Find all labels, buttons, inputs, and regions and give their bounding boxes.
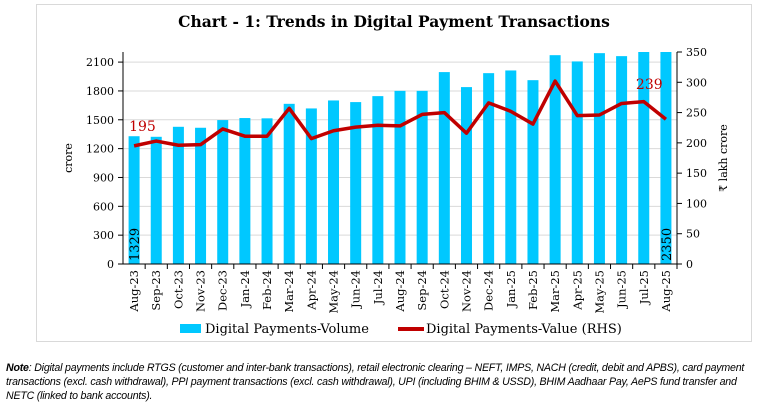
legend-label-value: Digital Payments-Value (RHS) [426,322,622,337]
x-tick-label: Feb-25 [526,270,540,310]
volume-bar [593,53,605,264]
y-tick-label: 1500 [86,114,114,127]
y-tick-label: 1200 [86,143,114,156]
x-tick-label: May-24 [327,270,341,314]
y2-tick-label: 100 [686,197,707,210]
volume-bar [571,61,583,264]
volume-bar [416,90,428,265]
y2-tick-label: 250 [686,107,707,120]
x-tick-label: Aug-25 [659,270,673,313]
x-tick-label: Mar-24 [282,270,296,313]
volume-bar [394,90,406,265]
chart-note: Note: Digital payments include RTGS (cus… [6,361,751,403]
x-tick-label: Jul-24 [371,270,385,305]
volume-bar [460,87,472,264]
y2-tick-label: 350 [686,46,707,59]
volume-bar [283,103,295,264]
x-tick-label: Jun-25 [615,270,629,309]
last-value-label: 239 [636,77,663,93]
y-tick-label: 0 [107,258,114,271]
note-label: Note [6,362,29,374]
x-tick-label: Jun-24 [349,270,363,309]
y-tick-label: 900 [93,171,114,184]
y-tick-label: 1800 [86,85,114,98]
x-tick-label: Apr-25 [570,270,584,311]
volume-bar [438,72,450,264]
note-text: : Digital payments include RTGS (custome… [6,362,745,402]
x-tick-label: May-25 [592,270,606,314]
volume-bar [372,96,384,264]
x-tick-label: Nov-24 [459,270,473,312]
volume-bar [261,118,273,264]
y2-tick-label: 150 [686,167,707,180]
volume-bar [239,118,251,265]
volume-bar [217,120,229,265]
volume-bar [527,80,539,264]
volume-bar [616,56,628,264]
x-tick-label: Jan-24 [238,270,252,308]
x-tick-label: Feb-24 [260,270,274,310]
x-tick-label: Dec-24 [482,270,496,311]
y2-tick-label: 200 [686,137,707,150]
y-tick-label: 300 [93,229,114,242]
first-volume-label: 1329 [128,228,143,261]
last-volume-label: 2350 [660,228,675,261]
legend-swatch-volume [180,324,201,333]
volume-bar [638,52,650,264]
y2-tick-label: 0 [686,258,693,271]
x-tick-label: Jan-25 [504,270,518,308]
volume-bar [150,136,162,264]
x-tick-label: Oct-24 [437,270,451,309]
x-tick-label: Sep-23 [149,270,163,311]
volume-bar [350,102,362,264]
volume-bar [505,70,517,264]
x-tick-label: Apr-24 [304,270,318,311]
x-tick-label: Aug-23 [127,270,141,313]
y2-axis-label: ₹ lakh crore [717,124,730,192]
y2-tick-label: 300 [686,76,707,89]
chart-title: Chart - 1: Trends in Digital Payment Tra… [178,12,610,31]
y2-tick-label: 50 [686,228,700,241]
volume-bar [195,127,207,264]
combo-chart: Chart - 1: Trends in Digital Payment Tra… [62,12,730,337]
x-tick-label: Mar-25 [548,270,562,313]
volume-bar [172,126,184,264]
first-value-label: 195 [129,119,156,135]
y-tick-label: 600 [93,200,114,213]
x-tick-label: Aug-24 [393,270,407,313]
volume-bar [305,108,317,264]
x-tick-label: Jul-25 [637,270,651,305]
volume-bar [549,55,561,264]
x-tick-label: Sep-24 [415,270,429,311]
y-axis-label: crore [62,143,75,173]
x-tick-label: Dec-23 [216,270,230,311]
x-tick-label: Nov-23 [194,270,208,312]
y-tick-label: 2100 [86,56,114,69]
legend-label-volume: Digital Payments-Volume [205,322,369,337]
chart-frame [36,4,752,342]
volume-bar [483,73,495,265]
volume-bar [128,136,140,264]
x-tick-label: Oct-23 [171,270,185,309]
volume-bar [660,52,672,264]
volume-bar [328,100,340,264]
